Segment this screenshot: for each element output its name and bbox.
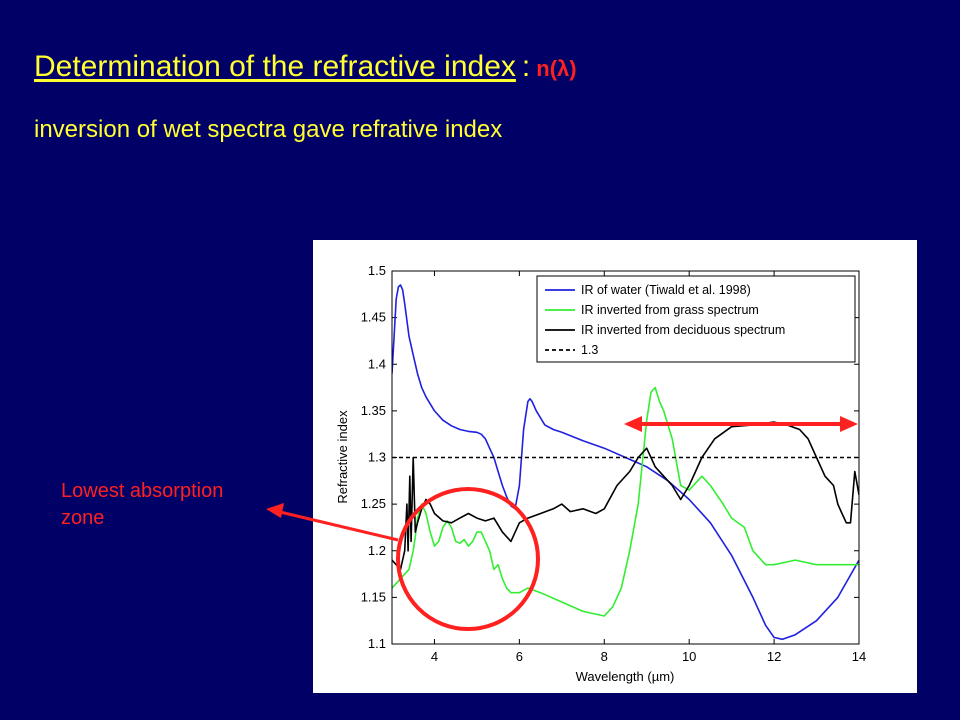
- chart-panel: 4 6 8 10 12 14 1.1 1.15 1.2 1.25 1.3 1.35 1.4 1.45 1.5…: [313, 240, 917, 693]
- y-tick-label: 1.45: [361, 310, 386, 325]
- x-tick-label: 4: [431, 649, 438, 664]
- title-symbol: n(λ): [536, 56, 577, 81]
- x-tick-label: 12: [767, 649, 781, 664]
- legend-label-0: IR of water (Tiwald et al. 1998): [581, 283, 751, 297]
- x-tick-label: 10: [682, 649, 696, 664]
- legend-label-1: IR inverted from grass spectrum: [581, 303, 759, 317]
- y-tick-label: 1.1: [368, 636, 386, 651]
- slide-subtitle: inversion of wet spectra gave refrative …: [34, 116, 503, 143]
- y-tick-label: 1.25: [361, 496, 386, 511]
- slide-title: Determination of the refractive index: n(…: [34, 50, 577, 84]
- y-axis-label: Refractive index: [335, 410, 350, 504]
- legend: IR of water (Tiwald et al. 1998) IR inver…: [536, 275, 856, 363]
- y-tick-label: 1.15: [361, 589, 386, 604]
- title-text: Determination of the refractive index: [34, 50, 516, 83]
- x-tick-label: 6: [516, 649, 523, 664]
- refractive-index-chart: 4 6 8 10 12 14 1.1 1.15 1.2 1.25 1.3 1.35 1.4 1.45 1.5…: [335, 263, 866, 684]
- x-tick-label: 8: [601, 649, 608, 664]
- callout-line-1: Lowest absorption: [61, 480, 224, 502]
- plot-frame: [391, 270, 860, 645]
- callout-line-2: zone: [61, 507, 105, 529]
- x-tick-label: 14: [852, 649, 866, 664]
- legend-box: [536, 275, 856, 363]
- y-tick-label: 1.2: [368, 543, 386, 558]
- legend-label-3: 1.3: [581, 343, 598, 357]
- x-axis-label: Wavelength (µm): [576, 669, 675, 684]
- title-separator: :: [521, 50, 531, 83]
- legend-label-2: IR inverted from deciduous spectrum: [581, 323, 785, 337]
- lowest-absorption-label: Lowest absorption zone: [61, 478, 301, 532]
- y-tick-label: 1.3: [368, 450, 386, 465]
- y-tick-label: 1.35: [361, 403, 386, 418]
- y-tick-label: 1.4: [368, 356, 386, 371]
- y-tick-label: 1.5: [368, 263, 386, 278]
